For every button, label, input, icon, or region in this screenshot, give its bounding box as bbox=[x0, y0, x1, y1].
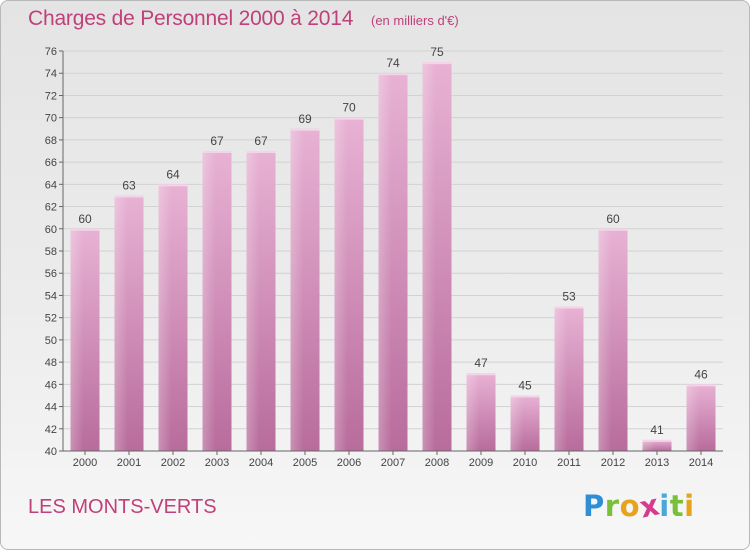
y-tick-label: 44 bbox=[45, 402, 57, 414]
bar-highlight bbox=[290, 128, 304, 451]
logo-letter: r bbox=[604, 489, 620, 523]
logo-letter: i bbox=[684, 489, 695, 523]
bar-highlight bbox=[466, 373, 480, 451]
data-label: 46 bbox=[694, 367, 708, 381]
logo-letter: i bbox=[659, 489, 670, 523]
bar-highlight bbox=[70, 228, 84, 451]
data-label: 53 bbox=[562, 290, 576, 304]
bar-highlight bbox=[510, 395, 524, 451]
y-tick-label: 58 bbox=[45, 246, 57, 258]
y-tick-label: 48 bbox=[45, 357, 57, 369]
x-tick-label: 2005 bbox=[293, 457, 317, 469]
x-tick-label: 2002 bbox=[161, 457, 185, 469]
bar-top-edge bbox=[686, 384, 716, 387]
data-label: 75 bbox=[430, 45, 444, 59]
bar-highlight bbox=[554, 306, 568, 451]
bar-top-edge bbox=[378, 73, 408, 76]
data-label: 63 bbox=[122, 178, 136, 192]
data-label: 45 bbox=[518, 378, 532, 392]
proxiti-logo[interactable]: Proxiti bbox=[583, 487, 695, 524]
bar-highlight bbox=[378, 73, 392, 451]
bar bbox=[642, 439, 672, 451]
bar-highlight bbox=[202, 151, 216, 451]
y-tick-label: 42 bbox=[45, 424, 57, 436]
bar-top-edge bbox=[642, 439, 672, 442]
chart-title: Charges de Personnel 2000 à 2014 bbox=[28, 7, 354, 30]
logo-letter: t bbox=[669, 489, 685, 523]
bar-highlight bbox=[158, 184, 172, 452]
x-tick-label: 2010 bbox=[513, 457, 537, 469]
x-tick-label: 2000 bbox=[73, 457, 97, 469]
bar-layer bbox=[70, 62, 716, 452]
bar-top-edge bbox=[70, 228, 100, 231]
bar-top-edge bbox=[466, 373, 496, 376]
y-tick-label: 52 bbox=[45, 313, 57, 325]
bar-highlight bbox=[114, 195, 128, 451]
y-tick-label: 74 bbox=[45, 68, 57, 80]
x-tick-label: 2006 bbox=[337, 457, 361, 469]
data-label: 41 bbox=[650, 423, 664, 437]
x-tick-label: 2013 bbox=[645, 457, 669, 469]
commune-name: LES MONTS-VERTS bbox=[28, 496, 217, 518]
y-tick-label: 76 bbox=[45, 46, 57, 58]
bar-highlight bbox=[686, 384, 700, 451]
data-label: 69 bbox=[298, 112, 312, 126]
data-label: 74 bbox=[386, 56, 400, 70]
y-tick-label: 66 bbox=[45, 157, 57, 169]
axis-layer: 40 42 44 46 48 50 52 54 56 58 60 62 64 66 68 70 72 74 76 60… bbox=[45, 45, 723, 469]
y-tick-label: 40 bbox=[45, 446, 57, 458]
x-tick-label: 2012 bbox=[601, 457, 625, 469]
y-tick-label: 68 bbox=[45, 135, 57, 147]
x-tick-label: 2004 bbox=[249, 457, 273, 469]
bar-top-edge bbox=[510, 395, 540, 398]
bar-top-edge bbox=[290, 128, 320, 131]
bar-highlight bbox=[422, 62, 436, 451]
bar-highlight bbox=[598, 228, 612, 451]
y-tick-label: 46 bbox=[45, 379, 57, 391]
data-label: 67 bbox=[254, 134, 268, 148]
bar-top-edge bbox=[202, 151, 232, 153]
logo-letter: P bbox=[583, 489, 605, 523]
bar-top-edge bbox=[158, 184, 188, 187]
bar-top-edge bbox=[334, 117, 364, 120]
x-tick-label: 2014 bbox=[689, 457, 713, 469]
data-label: 67 bbox=[210, 134, 224, 148]
x-tick-label: 2001 bbox=[117, 457, 141, 469]
data-label: 70 bbox=[342, 101, 356, 115]
y-tick-label: 64 bbox=[45, 179, 57, 191]
bar-top-edge bbox=[246, 151, 276, 153]
data-label: 47 bbox=[474, 356, 488, 370]
y-tick-label: 54 bbox=[45, 290, 57, 302]
bar-highlight bbox=[642, 439, 656, 451]
y-tick-label: 72 bbox=[45, 90, 57, 102]
chart-subtitle: (en milliers d'€) bbox=[371, 13, 459, 28]
x-tick-label: 2008 bbox=[425, 457, 449, 469]
x-tick-label: 2003 bbox=[205, 457, 229, 469]
bar-top-edge bbox=[422, 62, 452, 65]
x-tick-label: 2009 bbox=[469, 457, 493, 469]
bar-top-edge bbox=[554, 306, 584, 309]
data-label: 60 bbox=[606, 212, 620, 226]
bar-top-edge bbox=[114, 195, 144, 198]
y-tick-label: 70 bbox=[45, 113, 57, 125]
bar-highlight bbox=[334, 117, 348, 452]
x-tick-label: 2011 bbox=[557, 457, 581, 469]
y-tick-label: 56 bbox=[45, 268, 57, 280]
bar-top-edge bbox=[598, 228, 628, 231]
y-tick-label: 62 bbox=[45, 202, 57, 214]
bar-highlight bbox=[246, 151, 260, 451]
y-tick-label: 60 bbox=[45, 224, 57, 236]
y-tick-label: 50 bbox=[45, 335, 57, 347]
logo-letter: o bbox=[619, 489, 641, 523]
data-label: 60 bbox=[78, 212, 92, 226]
x-tick-label: 2007 bbox=[381, 457, 405, 469]
data-label: 64 bbox=[166, 167, 180, 181]
